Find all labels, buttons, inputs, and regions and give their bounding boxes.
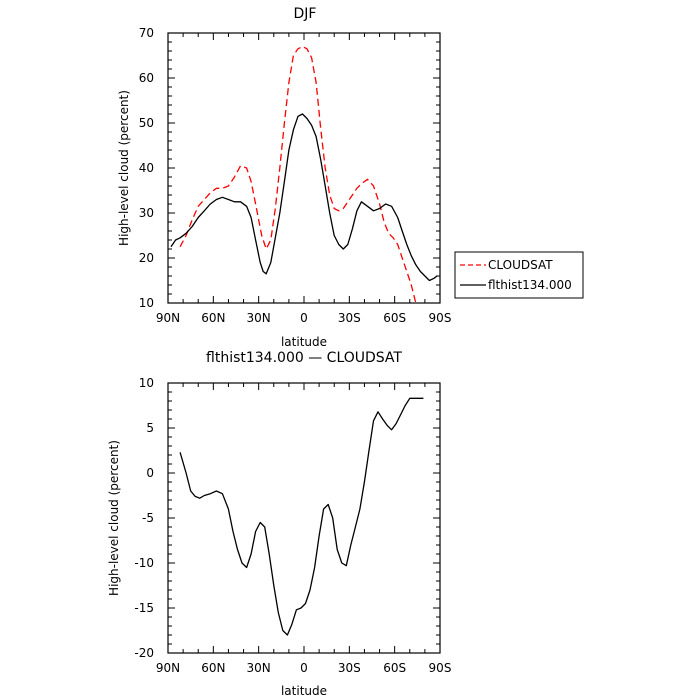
bottom-y-tick-label: -10 xyxy=(134,556,154,570)
top-y-tick-label: 10 xyxy=(139,296,154,310)
top-y-ticks: 10 20 30 40 50 60 70 xyxy=(139,26,440,310)
bottom-y-tick-label: -20 xyxy=(134,646,154,660)
bottom-x-tick-label: 30S xyxy=(338,661,361,675)
top-chart-title: DJF xyxy=(294,6,317,22)
top-plot-frame xyxy=(167,32,441,304)
bottom-x-tick-label: 60S xyxy=(383,661,406,675)
legend-label-cloudsat: CLOUDSAT xyxy=(488,258,553,272)
bottom-x-tick-label: 0 xyxy=(300,661,308,675)
top-y-tick-label: 60 xyxy=(139,71,154,85)
top-series-group xyxy=(170,45,438,303)
top-chart-panel: DJF 90N 60N 30N 0 30S 60S 90S 10 20 30 40 50 60 70 l… xyxy=(117,6,584,349)
top-x-tick-label: 30N xyxy=(247,311,271,325)
bottom-x-tick-label: 90N xyxy=(156,661,180,675)
top-x-tick-label: 30S xyxy=(338,311,361,325)
bottom-plot-frame xyxy=(167,382,441,654)
top-x-axis-label: latitude xyxy=(281,335,327,349)
top-x-tick-label: 60S xyxy=(383,311,406,325)
top-y-tick-label: 20 xyxy=(139,251,154,265)
bottom-y-tick-label: -15 xyxy=(134,601,154,615)
top-x-tick-label: 90N xyxy=(156,311,180,325)
top-y-axis-label: High-level cloud (percent) xyxy=(117,90,131,246)
top-y-tick-label: 70 xyxy=(139,26,154,40)
bottom-series-line-difference xyxy=(179,397,424,636)
bottom-x-ticks: 90N 60N 30N 0 30S 60S 90S xyxy=(156,383,452,675)
bottom-y-tick-label: 10 xyxy=(139,376,154,390)
top-y-tick-label: 50 xyxy=(139,116,154,130)
legend-label-model: flthist134.000 xyxy=(488,278,572,292)
top-x-tick-label: 0 xyxy=(300,311,308,325)
bottom-x-tick-label: 60N xyxy=(201,661,225,675)
legend-frame xyxy=(454,251,584,299)
top-x-tick-label: 90S xyxy=(429,311,452,325)
bottom-y-axis-label: High-level cloud (percent) xyxy=(107,440,121,596)
bottom-x-tick-label: 30N xyxy=(247,661,271,675)
top-y-tick-label: 40 xyxy=(139,161,154,175)
top-series-line-flthist134-000 xyxy=(170,113,438,282)
top-x-ticks: 90N 60N 30N 0 30S 60S 90S xyxy=(156,33,452,325)
bottom-x-axis-label: latitude xyxy=(281,684,327,698)
bottom-chart-panel: flthist134.000 — CLOUDSAT 90N 60N 30N 0 30S 6… xyxy=(107,350,451,698)
top-x-tick-label: 60N xyxy=(201,311,225,325)
bottom-series-group xyxy=(179,397,424,636)
bottom-chart-title: flthist134.000 — CLOUDSAT xyxy=(206,350,402,366)
legend: CLOUDSAT flthist134.000 xyxy=(454,251,584,299)
top-y-tick-label: 30 xyxy=(139,206,154,220)
top-series-line-cloudsat xyxy=(179,45,417,303)
bottom-y-tick-label: -5 xyxy=(142,511,154,525)
bottom-y-tick-label: 5 xyxy=(146,421,154,435)
bottom-y-tick-label: 0 xyxy=(146,466,154,480)
bottom-y-ticks: -20 -15 -10 -5 0 5 10 xyxy=(134,376,440,660)
bottom-x-tick-label: 90S xyxy=(429,661,452,675)
